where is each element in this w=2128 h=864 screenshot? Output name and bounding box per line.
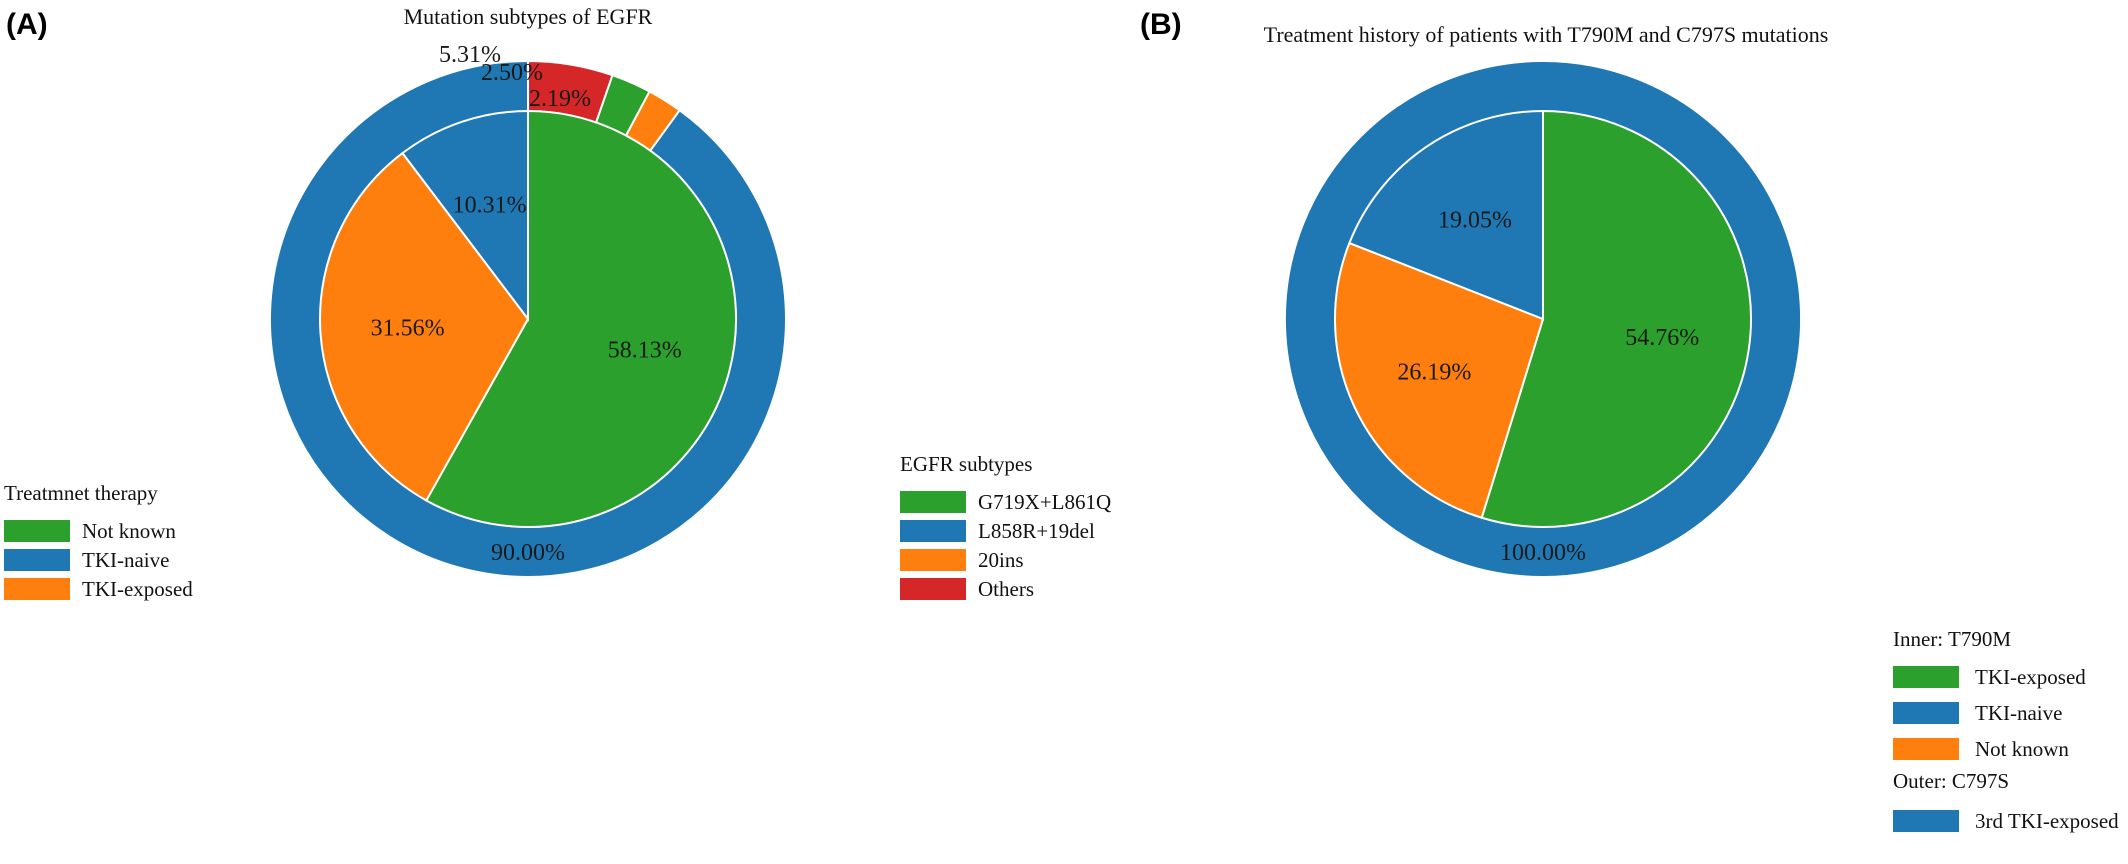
panel-b: (B) Treatment history of patients with T… — [1140, 8, 2119, 833]
panel-a-outer-legend-title: EGFR subtypes — [900, 452, 1032, 476]
panel-a-inner-label-not-known: 58.13% — [608, 337, 682, 363]
panel-b-inner-item-tki-naive: TKI-naive — [1975, 701, 2062, 725]
panel-b-inner-legend-title: Inner: T790M — [1893, 627, 2011, 651]
panel-b-inner-slice-tki-naive — [1348, 109, 1544, 321]
panel-b-legend: Inner: T790M TKI-exposed TKI-naive Not know… — [1893, 627, 2119, 833]
panel-b-title: Treatment history of patients with T790M… — [1264, 22, 1829, 47]
panel-a-pie: 58.13% 31.56% 10.31% 5.31%2.50%2.19% 90.00% — [269, 42, 787, 578]
panel-a-inner-legend-title: Treatmnet therapy — [4, 481, 158, 505]
panel-a-outer-item-others: Others — [978, 577, 1034, 601]
panel-a-outer-label-g719x-l861q: 2.50% — [481, 60, 543, 86]
panel-a-outer-swatch-g719x-l861q — [900, 491, 966, 513]
panel-b-inner-swatch-not-known — [1893, 738, 1959, 760]
panel-a-outer-item-20ins: 20ins — [978, 548, 1024, 572]
panel-a-outer-label-20ins: 2.19% — [529, 86, 591, 112]
panel-a-outer-item-g719x-l861q: G719X+L861Q — [978, 490, 1111, 514]
panel-b-outer-swatch-3rd-tki-exposed — [1893, 810, 1959, 832]
panel-b-outer-item-3rd-tki-exposed: 3rd TKI-exposed — [1975, 809, 2119, 833]
panel-a-label: (A) — [6, 8, 48, 41]
panel-a-outer-swatch-20ins — [900, 549, 966, 571]
panel-b-pie: 54.76% 26.19% 19.05% 100.00% — [1284, 59, 1802, 579]
panel-a-outer-label-others: 5.31% — [439, 42, 501, 68]
panel-b-inner-swatch-tki-exposed — [1893, 666, 1959, 688]
panel-b-inner-label-tki-naive: 19.05% — [1438, 207, 1512, 233]
panel-a-inner-item-not-known: Not known — [82, 519, 176, 543]
panel-b-inner-label-not-known: 26.19% — [1397, 359, 1471, 385]
panel-a-inner-item-tki-naive: TKI-naive — [82, 548, 169, 572]
panel-b-label: (B) — [1140, 8, 1182, 41]
panel-a-inner-slice-tki-exposed — [319, 151, 530, 502]
panel-a-inner-slice-not-known — [424, 109, 737, 528]
panel-a-inner-label-tki-exposed: 31.56% — [371, 315, 445, 341]
panel-b-inner-slice-not-known — [1334, 241, 1545, 520]
panel-a-outer-swatch-l858r-19del — [900, 520, 966, 542]
panel-a-inner-item-tki-exposed: TKI-exposed — [82, 577, 193, 601]
panel-a-outer-legend: EGFR subtypes G719X+L861Q L858R+19del 20ins… — [900, 452, 1111, 601]
panel-a-inner-swatch-tki-exposed — [4, 578, 70, 600]
panel-a-inner-swatch-not-known — [4, 520, 70, 542]
panel-b-inner-label-tki-exposed: 54.76% — [1625, 325, 1699, 351]
panel-b-inner-swatch-tki-naive — [1893, 702, 1959, 724]
panel-b-inner-slice-tki-exposed — [1480, 109, 1752, 528]
panel-b-inner-item-tki-exposed: TKI-exposed — [1975, 665, 2086, 689]
panel-a: (A) Mutation subtypes of EGFR 58.13% 31.5… — [4, 4, 1111, 601]
panel-a-outer-item-l858r-19del: L858R+19del — [978, 519, 1095, 543]
panel-a-inner-legend: Treatmnet therapy Not known TKI-naive TKI-e… — [4, 481, 193, 601]
panel-b-outer-label-3rd-tki-exposed: 100.00% — [1500, 540, 1586, 566]
panel-b-inner-item-not-known: Not known — [1975, 737, 2069, 761]
panel-a-inner-swatch-tki-naive — [4, 549, 70, 571]
panel-a-title: Mutation subtypes of EGFR — [404, 4, 653, 29]
panel-a-inner-slice-tki-naive — [401, 109, 529, 322]
panel-a-outer-swatch-others — [900, 578, 966, 600]
panel-a-outer-label-l858r-19del: 90.00% — [491, 540, 565, 566]
panel-a-inner-label-tki-naive: 10.31% — [453, 193, 527, 219]
panel-b-outer-legend-title: Outer: C797S — [1893, 769, 2009, 793]
